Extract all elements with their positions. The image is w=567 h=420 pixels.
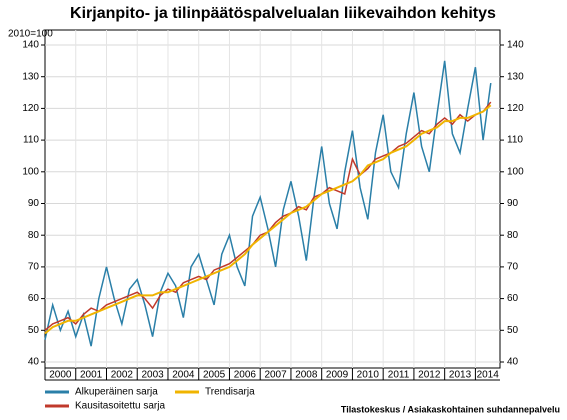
y2-tick-label: 60 (507, 293, 519, 304)
x-tick-label: 2012 (418, 370, 441, 381)
x-tick-label: 2013 (449, 370, 472, 381)
x-tick-label: 2010 (357, 370, 380, 381)
legend-label: Trendisarja (205, 387, 255, 398)
x-tick-label: 2003 (141, 370, 164, 381)
series-line (44, 60, 492, 347)
legend-label: Kausitasoitettu sarja (75, 401, 165, 412)
y2-tick-label: 100 (507, 166, 524, 177)
x-tick-label: 2008 (295, 370, 318, 381)
series-line (44, 104, 492, 335)
y2-tick-label: 140 (507, 40, 524, 51)
x-tick-label: 2009 (326, 370, 349, 381)
y-tick-label: 40 (28, 357, 40, 368)
y2-tick-label: 50 (507, 325, 519, 336)
y-tick-label: 80 (28, 230, 40, 241)
y2-tick-label: 110 (507, 135, 523, 146)
x-tick-label: 2014 (477, 370, 500, 381)
x-tick-label: 2006 (234, 370, 257, 381)
x-tick-label: 2011 (388, 370, 410, 381)
y2-tick-label: 70 (507, 262, 519, 273)
x-tick-label: 2001 (80, 370, 103, 381)
y-tick-label: 100 (22, 166, 39, 177)
y2-tick-label: 90 (507, 198, 519, 209)
y-tick-label: 130 (22, 71, 39, 82)
x-tick-label: 2000 (49, 370, 72, 381)
y2-tick-label: 40 (507, 357, 519, 368)
y-tick-label: 60 (28, 293, 40, 304)
source: Tilastokeskus / Asiakaskohtainen suhdann… (341, 404, 560, 414)
x-tick-label: 2005 (203, 370, 226, 381)
y-tick-label: 50 (28, 325, 40, 336)
x-tick-label: 2007 (264, 370, 287, 381)
y-tick-label: 70 (28, 262, 40, 273)
legend-label: Alkuperäinen sarja (75, 387, 158, 398)
series-line (44, 101, 492, 331)
y2-tick-label: 80 (507, 230, 519, 241)
chart-title: Kirjanpito- ja tilinpäätöspalvelualan li… (70, 5, 496, 22)
y-axis-label: 2010=100 (8, 29, 53, 40)
x-tick-label: 2002 (111, 370, 134, 381)
y2-tick-label: 130 (507, 71, 524, 82)
y-tick-label: 140 (22, 40, 39, 51)
y2-tick-label: 120 (507, 103, 524, 114)
plot-frame (44, 29, 501, 369)
y-tick-label: 110 (23, 135, 39, 146)
y-tick-label: 120 (22, 103, 39, 114)
x-tick-label: 2004 (172, 370, 195, 381)
y-tick-label: 90 (28, 198, 40, 209)
